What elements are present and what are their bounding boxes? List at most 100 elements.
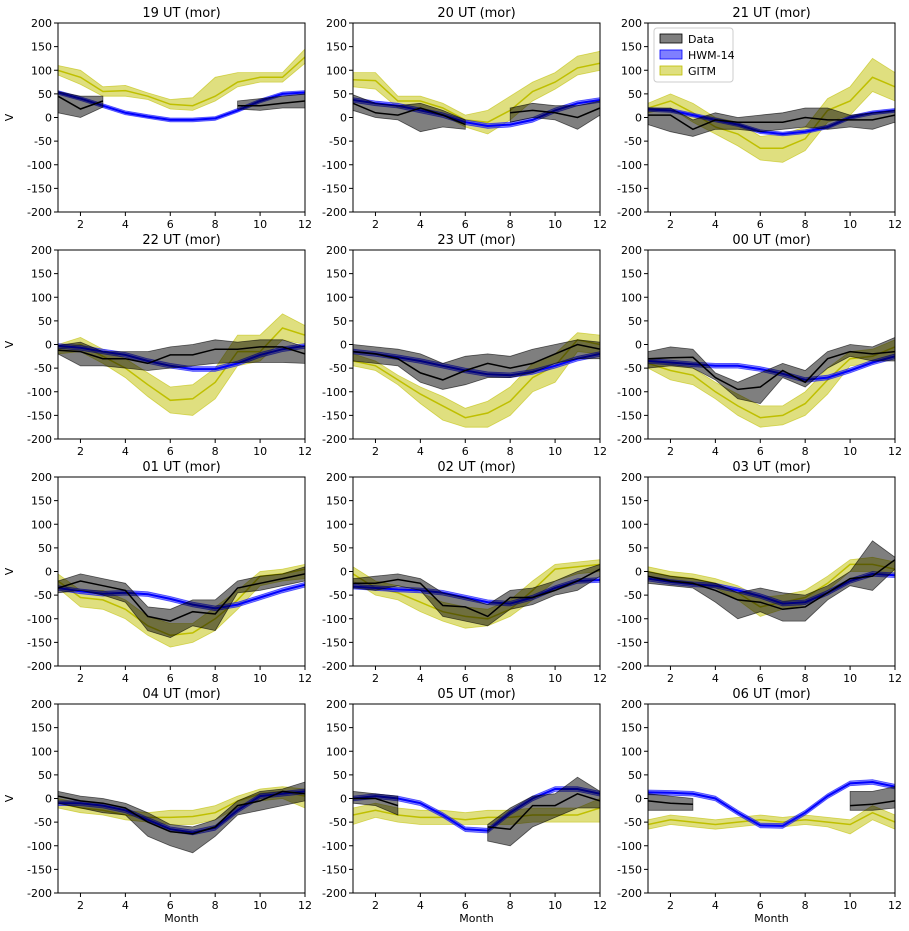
x-tick-label: 8 bbox=[212, 218, 219, 231]
x-tick-label: 12 bbox=[593, 672, 607, 685]
x-tick-label: 4 bbox=[417, 218, 424, 231]
y-tick-label: -100 bbox=[322, 840, 347, 853]
x-tick-label: 4 bbox=[712, 672, 719, 685]
y-tick-label: -200 bbox=[27, 206, 52, 219]
line-gitm bbox=[58, 56, 305, 107]
y-tick-label: -100 bbox=[322, 159, 347, 172]
x-tick-label: 2 bbox=[372, 672, 379, 685]
y-tick-label: -150 bbox=[322, 182, 347, 195]
x-tick-label: 6 bbox=[462, 445, 469, 458]
x-tick-label: 12 bbox=[888, 672, 902, 685]
y-tick-label: 0 bbox=[45, 112, 52, 125]
series-gitm bbox=[648, 805, 895, 835]
y-tick-label: -50 bbox=[329, 589, 347, 602]
y-tick-label: -50 bbox=[624, 362, 642, 375]
panel-6: 2 4 6 8 10 12 -200 -150 -100 -50 0 50 100 150 200 01 UT… bbox=[3, 460, 312, 685]
x-tick-label: 10 bbox=[253, 672, 267, 685]
y-tick-label: -150 bbox=[322, 863, 347, 876]
panel-8: 2 4 6 8 10 12 -200 -150 -100 -50 0 50 100 150 200 03 UT… bbox=[617, 460, 902, 685]
x-tick-label: 8 bbox=[802, 672, 809, 685]
y-axis-label: V bbox=[3, 113, 16, 121]
y-tick-label: 150 bbox=[621, 41, 642, 54]
y-tick-label: 200 bbox=[621, 244, 642, 257]
band-data bbox=[648, 336, 895, 405]
x-tick-label: 8 bbox=[802, 218, 809, 231]
band-data bbox=[58, 781, 305, 854]
x-tick-label: 10 bbox=[843, 899, 857, 912]
x-tick-label: 2 bbox=[667, 672, 674, 685]
series-data bbox=[58, 339, 305, 371]
series-data bbox=[648, 786, 895, 811]
legend-swatch bbox=[659, 33, 683, 44]
y-tick-label: 100 bbox=[31, 291, 52, 304]
series-data bbox=[58, 781, 305, 854]
panel-2: 2 4 6 8 10 12 -200 -150 -100 -50 0 50 100 150 200 21 UT… bbox=[617, 6, 902, 231]
line-data bbox=[58, 790, 305, 835]
y-tick-label: 50 bbox=[38, 542, 52, 555]
x-tick-label: 12 bbox=[298, 672, 312, 685]
x-tick-label: 4 bbox=[122, 218, 129, 231]
y-tick-label: 100 bbox=[326, 745, 347, 758]
band-data bbox=[353, 790, 399, 816]
line-data bbox=[353, 102, 466, 126]
y-axis-label: V bbox=[3, 794, 16, 802]
x-tick-label: 12 bbox=[593, 445, 607, 458]
y-tick-label: 0 bbox=[45, 793, 52, 806]
y-tick-label: -200 bbox=[322, 433, 347, 446]
line-data bbox=[353, 797, 399, 807]
x-tick-label: 12 bbox=[298, 899, 312, 912]
series-data bbox=[353, 776, 600, 847]
y-tick-label: 200 bbox=[621, 471, 642, 484]
y-tick-label: -100 bbox=[27, 613, 52, 626]
x-tick-label: 2 bbox=[667, 899, 674, 912]
y-tick-label: -100 bbox=[27, 159, 52, 172]
y-tick-label: 200 bbox=[621, 17, 642, 30]
y-tick-label: -200 bbox=[322, 887, 347, 900]
y-tick-label: -100 bbox=[322, 386, 347, 399]
y-tick-label: 150 bbox=[31, 722, 52, 735]
panel-title: 00 UT (mor) bbox=[732, 233, 810, 248]
plot-area bbox=[58, 313, 305, 416]
y-tick-label: 200 bbox=[31, 17, 52, 30]
x-tick-label: 8 bbox=[802, 899, 809, 912]
x-tick-label: 6 bbox=[462, 672, 469, 685]
y-tick-label: 200 bbox=[326, 17, 347, 30]
legend-label: GITM bbox=[688, 65, 716, 78]
y-tick-label: -100 bbox=[27, 386, 52, 399]
y-tick-label: 200 bbox=[621, 698, 642, 711]
x-tick-label: 2 bbox=[372, 445, 379, 458]
y-tick-label: 100 bbox=[621, 518, 642, 531]
y-tick-label: 200 bbox=[31, 471, 52, 484]
y-tick-label: 50 bbox=[333, 88, 347, 101]
y-tick-label: -200 bbox=[617, 660, 642, 673]
y-tick-label: 0 bbox=[340, 112, 347, 125]
y-tick-label: -100 bbox=[322, 613, 347, 626]
y-tick-label: -50 bbox=[624, 589, 642, 602]
y-tick-label: 50 bbox=[628, 542, 642, 555]
x-tick-label: 4 bbox=[122, 672, 129, 685]
x-tick-label: 4 bbox=[122, 445, 129, 458]
y-tick-label: -50 bbox=[34, 589, 52, 602]
x-tick-label: 12 bbox=[593, 218, 607, 231]
band-gitm bbox=[648, 805, 895, 835]
y-axis-label: V bbox=[3, 340, 16, 348]
y-tick-label: -150 bbox=[322, 409, 347, 422]
x-tick-label: 10 bbox=[548, 218, 562, 231]
legend-label: Data bbox=[688, 33, 714, 46]
panel-7: 2 4 6 8 10 12 -200 -150 -100 -50 0 50 100 150 200 02 UT… bbox=[322, 460, 607, 685]
x-tick-label: 4 bbox=[417, 899, 424, 912]
line-hwm bbox=[648, 780, 895, 827]
y-tick-label: 50 bbox=[333, 769, 347, 782]
y-tick-label: -200 bbox=[322, 206, 347, 219]
series-data bbox=[58, 566, 305, 639]
plot-area bbox=[353, 776, 600, 847]
y-tick-label: 0 bbox=[45, 339, 52, 352]
y-tick-label: 0 bbox=[635, 793, 642, 806]
x-axis-label: Month bbox=[164, 912, 199, 925]
y-tick-label: -200 bbox=[27, 887, 52, 900]
y-tick-label: 100 bbox=[621, 745, 642, 758]
panel-11: 2 4 6 8 10 12 -200 -150 -100 -50 0 50 100 150 200 06 UT… bbox=[617, 687, 902, 925]
x-tick-label: 6 bbox=[757, 672, 764, 685]
y-tick-label: 150 bbox=[31, 495, 52, 508]
x-tick-label: 4 bbox=[712, 445, 719, 458]
